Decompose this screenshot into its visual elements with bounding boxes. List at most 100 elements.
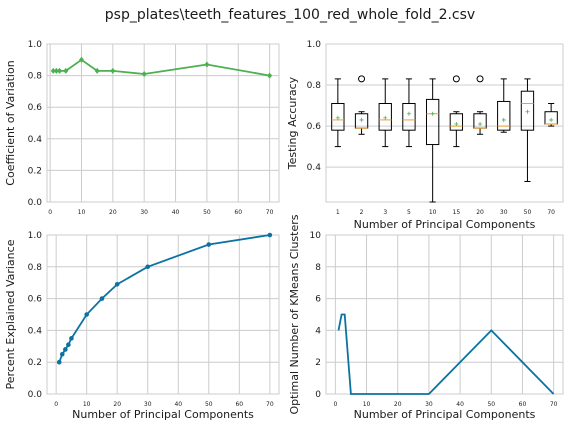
data-point [59,351,65,357]
x-tick-label: 10 [78,209,86,216]
data-point [267,232,273,238]
mean-marker [478,122,483,127]
x-tick-label: 20 [476,209,484,216]
mean-marker [501,117,506,122]
mean-marker [430,111,435,116]
y-tick-label: 0.8 [307,81,322,91]
series-line [337,313,555,395]
y-tick-label: 1.0 [307,40,322,50]
box-iqr [402,103,416,131]
x-tick-label: 70 [266,209,274,216]
x-tick-label: 30 [140,209,148,216]
y-tick-label: 1.0 [28,40,43,50]
y-tick-label: 0.2 [28,358,42,368]
box-1 [331,78,345,148]
x-tick-label: 40 [172,209,180,216]
x-tick-label: 0 [54,401,58,408]
y-tick-label: 0.4 [28,135,43,145]
y-tick-label: 0 [315,390,321,400]
x-tick-label: 60 [235,401,243,408]
x-tick-label: 10 [429,209,437,216]
y-tick-label: 0.6 [28,103,43,113]
box-50 [520,78,535,182]
x-axis-label: Number of Principal Components [72,408,254,421]
x-tick-label: 60 [519,401,527,408]
mean-marker [525,109,530,114]
x-tick-label: 30 [500,209,508,216]
box-20 [473,75,487,135]
data-point [50,67,56,74]
box-iqr [378,103,392,131]
box-iqr [497,100,511,131]
box-10 [425,78,440,203]
x-tick-label: 2 [360,209,364,216]
mean-marker [383,115,388,120]
box-3 [378,78,392,148]
data-point [94,67,100,74]
y-tick-label: 0.6 [307,122,322,132]
y-axis-label: Percent Explained Variance [4,239,17,389]
outlier-point [358,75,366,83]
outlier-point [452,75,460,83]
data-point [114,281,120,287]
box-iqr [449,113,464,131]
x-tick-label: 3 [383,209,387,216]
plot-area [46,234,280,395]
data-point [57,67,63,74]
box-iqr [331,103,345,131]
box-5 [402,78,416,148]
y-axis-label: Testing Accuracy [286,76,299,170]
data-point [78,56,84,63]
y-tick-label: 0.4 [28,326,43,336]
x-tick-label: 15 [453,209,461,216]
x-tick-label: 40 [456,401,464,408]
x-tick-label: 30 [144,401,152,408]
outlier-point [476,75,484,83]
x-tick-label: 5 [407,209,411,216]
x-tick-label: 40 [174,401,182,408]
box-70 [544,103,558,127]
x-axis-label: Number of Principal Components [354,408,536,421]
y-axis-label: Coefficient of Variation [4,60,17,185]
y-tick-label: 0.8 [28,263,43,273]
plot-area [325,43,564,203]
data-point [84,312,89,317]
subplots: 0.0 0.2 0.4 0.6 0.8 1.0 Coefficient of Variati… [4,40,564,421]
y-tick-label: 0.2 [28,166,42,176]
x-tick-label: 20 [394,401,402,408]
box-iqr [425,98,440,146]
x-tick-label: 50 [205,401,213,408]
data-point [110,67,116,74]
mean-marker [454,122,459,127]
x-tick-label: 70 [266,401,274,408]
data-point [267,72,273,79]
box-30 [497,78,511,133]
x-tick-label: 20 [113,401,121,408]
x-tick-label: 50 [524,209,532,216]
data-point [66,342,71,348]
y-tick-label: 1.0 [28,231,43,241]
x-tick-label: 10 [363,401,371,408]
y-tick-label: 8 [315,263,321,273]
x-tick-label: 1 [336,209,340,216]
y-tick-label: 10 [310,231,322,241]
data-point [141,71,147,78]
axes-cv: 0.0 0.2 0.4 0.6 0.8 1.0 Coefficient of Variati… [4,40,280,216]
axes-pev: 0.0 0.2 0.4 0.6 0.8 1.0 Percent Explained Vari… [4,231,280,421]
mean-marker [359,117,364,122]
x-tick-label: 30 [425,401,433,408]
mean-marker [406,111,411,116]
data-point [53,67,59,74]
y-tick-label: 0.8 [28,72,43,82]
x-tick-label: 70 [550,401,558,408]
plot-area [325,234,564,395]
x-tick-label: 20 [109,209,117,216]
x-tick-label: 70 [547,209,555,216]
data-point [63,67,69,74]
box-iqr [520,90,535,131]
axes-kmeans: 0 2 4 6 8 10 Optimal Number of KMeans Clusters… [288,214,564,421]
y-tick-label: 4 [315,326,321,336]
mean-marker [549,117,554,122]
y-tick-label: 6 [315,295,321,305]
